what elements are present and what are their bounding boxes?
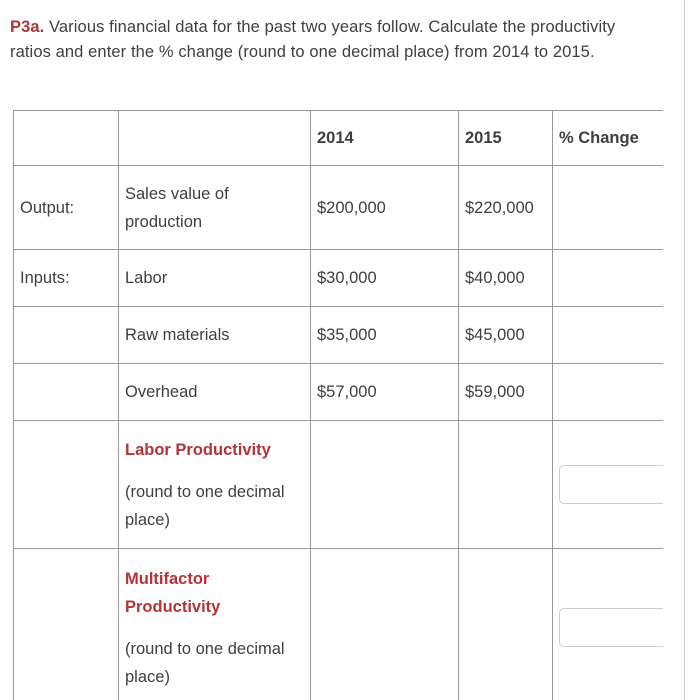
value-2015-cell (458, 420, 553, 549)
multifactor-productivity-pct-change-input[interactable] (559, 608, 663, 647)
table-header-row: 2014 2015 % Change (13, 110, 663, 166)
value-2014-cell: $57,000 (310, 363, 459, 421)
table-row-output: Output: Sales value of production $200,0… (13, 165, 663, 250)
table-row-raw-materials: Raw materials $35,000 $45,000 (13, 306, 663, 364)
table-scroll-region: 2014 2015 % Change Output: Sales value o… (13, 110, 663, 700)
category-cell (13, 548, 119, 700)
category-cell (13, 420, 119, 549)
labor-productivity-pct-change-input[interactable] (559, 465, 663, 504)
problem-text: Various financial data for the past two … (10, 18, 616, 61)
table-row-overhead: Overhead $57,000 $59,000 (13, 363, 663, 421)
value-2015-cell (458, 548, 553, 700)
item-cell: Labor (118, 249, 311, 307)
table-row-labor-productivity: Labor Productivity (round to one decimal… (13, 420, 663, 549)
labor-productivity-label: Labor Productivity (125, 440, 271, 459)
value-2015-cell: $45,000 (458, 306, 553, 364)
category-cell: Output: (13, 165, 119, 250)
header-pct-change: % Change (552, 110, 663, 166)
value-2015-cell: $59,000 (458, 363, 553, 421)
table-row-labor: Inputs: Labor $30,000 $40,000 (13, 249, 663, 307)
header-category-cell (13, 110, 119, 166)
item-cell: Sales value of production (118, 165, 311, 250)
problem-statement: P3a. Various financial data for the past… (10, 15, 650, 65)
value-2014-cell: $30,000 (310, 249, 459, 307)
value-2014-cell: $200,000 (310, 165, 459, 250)
value-2014-cell (310, 420, 459, 549)
item-cell: Overhead (118, 363, 311, 421)
pct-change-cell (552, 165, 663, 250)
multifactor-productivity-label: Multifactor Productivity (125, 569, 221, 616)
header-2015: 2015 (458, 110, 553, 166)
item-cell: Raw materials (118, 306, 311, 364)
header-2014: 2014 (310, 110, 459, 166)
category-cell (13, 363, 119, 421)
answer-label-cell: Multifactor Productivity (round to one d… (118, 548, 311, 700)
pct-change-input-cell (552, 420, 663, 549)
problem-number: P3a. (10, 18, 45, 36)
value-2014-cell: $35,000 (310, 306, 459, 364)
value-2015-cell: $220,000 (458, 165, 553, 250)
value-2014-cell (310, 548, 459, 700)
category-cell (13, 306, 119, 364)
value-2015-cell: $40,000 (458, 249, 553, 307)
rounding-note: (round to one decimal place) (125, 639, 285, 686)
header-item-cell (118, 110, 311, 166)
table-row-multifactor-productivity: Multifactor Productivity (round to one d… (13, 548, 663, 700)
financial-data-table: 2014 2015 % Change Output: Sales value o… (13, 110, 663, 700)
pct-change-input-cell (552, 548, 663, 700)
pct-change-cell (552, 306, 663, 364)
rounding-note: (round to one decimal place) (125, 482, 285, 529)
category-cell: Inputs: (13, 249, 119, 307)
pct-change-cell (552, 363, 663, 421)
answer-label-cell: Labor Productivity (round to one decimal… (118, 420, 311, 549)
pct-change-cell (552, 249, 663, 307)
